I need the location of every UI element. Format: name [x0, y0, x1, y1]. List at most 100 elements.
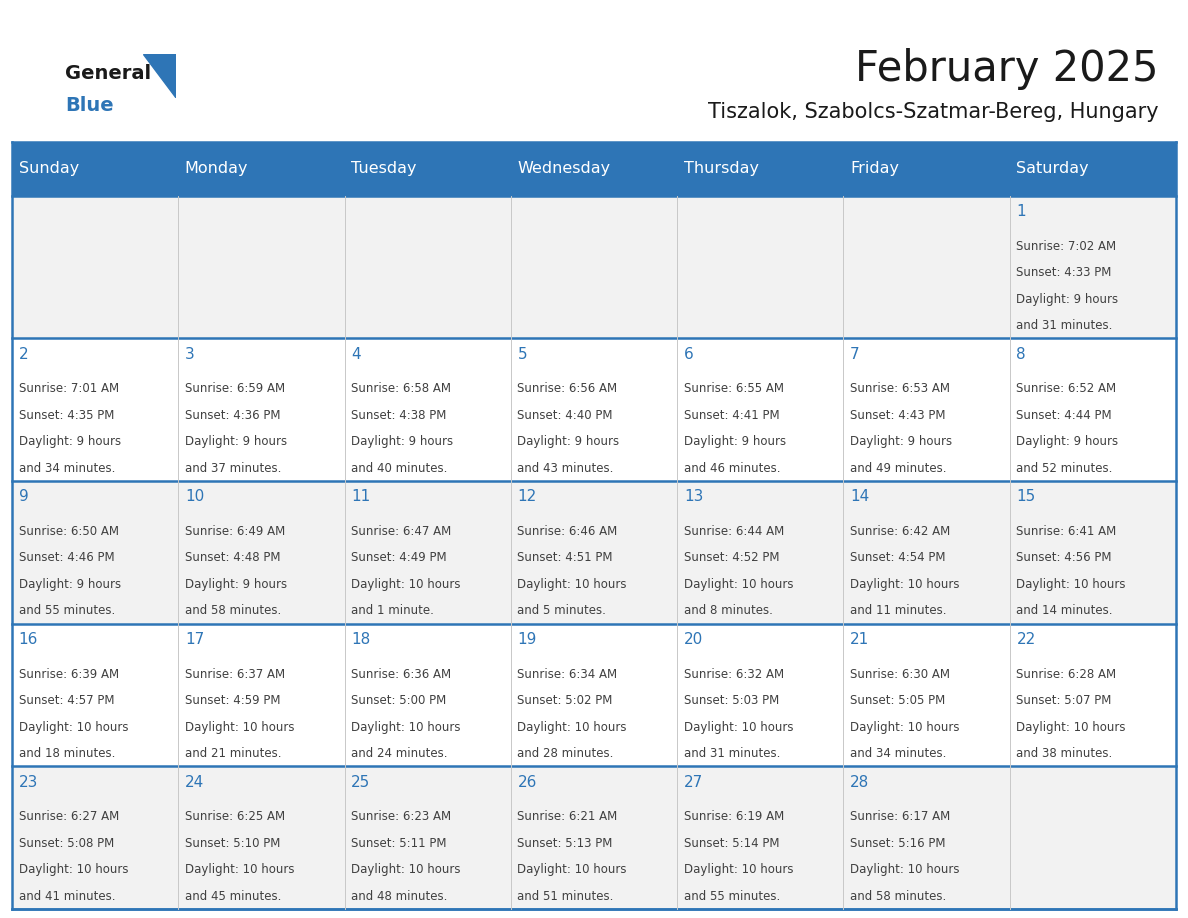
Text: and 18 minutes.: and 18 minutes. — [19, 747, 115, 760]
Text: Daylight: 10 hours: Daylight: 10 hours — [684, 863, 794, 876]
Bar — [1010, 481, 1176, 623]
Text: 17: 17 — [185, 633, 204, 647]
Bar — [677, 623, 843, 767]
Text: Tuesday: Tuesday — [352, 162, 417, 176]
Text: 18: 18 — [352, 633, 371, 647]
Text: Saturday: Saturday — [1017, 162, 1089, 176]
Text: 5: 5 — [518, 347, 527, 362]
Text: Sunset: 4:38 PM: Sunset: 4:38 PM — [352, 409, 447, 421]
Text: Daylight: 9 hours: Daylight: 9 hours — [185, 435, 287, 448]
Text: Sunrise: 6:52 AM: Sunrise: 6:52 AM — [1017, 383, 1117, 396]
Text: Sunset: 4:52 PM: Sunset: 4:52 PM — [684, 552, 779, 565]
Text: and 28 minutes.: and 28 minutes. — [518, 747, 614, 760]
Text: Sunrise: 6:25 AM: Sunrise: 6:25 AM — [185, 811, 285, 823]
Text: Sunrise: 7:02 AM: Sunrise: 7:02 AM — [1017, 240, 1117, 252]
Text: 2: 2 — [19, 347, 29, 362]
Bar — [178, 338, 345, 481]
Text: Sunset: 5:07 PM: Sunset: 5:07 PM — [1017, 694, 1112, 707]
Text: Sunset: 4:36 PM: Sunset: 4:36 PM — [185, 409, 280, 421]
Text: 28: 28 — [851, 775, 870, 789]
Bar — [345, 767, 511, 909]
Text: Sunday: Sunday — [19, 162, 78, 176]
Text: Sunset: 5:00 PM: Sunset: 5:00 PM — [352, 694, 447, 707]
Text: 20: 20 — [684, 633, 703, 647]
Text: Sunrise: 6:44 AM: Sunrise: 6:44 AM — [684, 525, 784, 538]
Text: Daylight: 9 hours: Daylight: 9 hours — [518, 435, 620, 448]
Text: Sunset: 4:44 PM: Sunset: 4:44 PM — [1017, 409, 1112, 421]
Text: Daylight: 10 hours: Daylight: 10 hours — [352, 863, 461, 876]
Text: Wednesday: Wednesday — [518, 162, 611, 176]
Text: and 34 minutes.: and 34 minutes. — [851, 747, 947, 760]
Text: Sunrise: 6:42 AM: Sunrise: 6:42 AM — [851, 525, 950, 538]
Text: and 43 minutes.: and 43 minutes. — [518, 462, 614, 475]
Text: Sunset: 4:51 PM: Sunset: 4:51 PM — [518, 552, 613, 565]
Bar — [511, 142, 677, 196]
Text: Sunrise: 6:36 AM: Sunrise: 6:36 AM — [352, 667, 451, 681]
Text: Sunrise: 6:58 AM: Sunrise: 6:58 AM — [352, 383, 451, 396]
Bar — [1010, 142, 1176, 196]
Bar — [511, 338, 677, 481]
Text: Sunrise: 6:55 AM: Sunrise: 6:55 AM — [684, 383, 784, 396]
Text: Sunset: 4:56 PM: Sunset: 4:56 PM — [1017, 552, 1112, 565]
Bar — [1010, 623, 1176, 767]
Bar — [1010, 196, 1176, 338]
Text: 6: 6 — [684, 347, 694, 362]
Text: Daylight: 10 hours: Daylight: 10 hours — [19, 863, 128, 876]
Bar — [12, 623, 178, 767]
Text: Sunrise: 6:27 AM: Sunrise: 6:27 AM — [19, 811, 119, 823]
Text: Daylight: 9 hours: Daylight: 9 hours — [352, 435, 454, 448]
Text: Sunrise: 6:59 AM: Sunrise: 6:59 AM — [185, 383, 285, 396]
Text: and 58 minutes.: and 58 minutes. — [851, 890, 947, 902]
Text: 16: 16 — [19, 633, 38, 647]
Text: and 5 minutes.: and 5 minutes. — [518, 604, 606, 617]
Text: 19: 19 — [518, 633, 537, 647]
Text: Sunrise: 6:53 AM: Sunrise: 6:53 AM — [851, 383, 950, 396]
Text: Daylight: 10 hours: Daylight: 10 hours — [185, 863, 295, 876]
Text: Sunrise: 6:34 AM: Sunrise: 6:34 AM — [518, 667, 618, 681]
Text: Friday: Friday — [851, 162, 899, 176]
Text: Sunrise: 6:46 AM: Sunrise: 6:46 AM — [518, 525, 618, 538]
Text: 4: 4 — [352, 347, 361, 362]
Text: Daylight: 9 hours: Daylight: 9 hours — [19, 435, 121, 448]
Bar — [843, 338, 1010, 481]
Bar — [345, 481, 511, 623]
Text: February 2025: February 2025 — [855, 48, 1158, 90]
Text: Monday: Monday — [185, 162, 248, 176]
Text: and 55 minutes.: and 55 minutes. — [684, 890, 781, 902]
Bar — [677, 142, 843, 196]
Text: 1: 1 — [1017, 204, 1026, 219]
Bar — [345, 142, 511, 196]
Text: Daylight: 10 hours: Daylight: 10 hours — [851, 863, 960, 876]
Text: Thursday: Thursday — [684, 162, 759, 176]
Bar — [843, 767, 1010, 909]
Text: and 52 minutes.: and 52 minutes. — [1017, 462, 1113, 475]
Text: Daylight: 10 hours: Daylight: 10 hours — [518, 863, 627, 876]
Bar — [511, 481, 677, 623]
Text: Daylight: 9 hours: Daylight: 9 hours — [1017, 293, 1119, 306]
Text: and 11 minutes.: and 11 minutes. — [851, 604, 947, 617]
Text: and 34 minutes.: and 34 minutes. — [19, 462, 115, 475]
Text: Sunrise: 6:41 AM: Sunrise: 6:41 AM — [1017, 525, 1117, 538]
Text: Sunset: 5:02 PM: Sunset: 5:02 PM — [518, 694, 613, 707]
Bar — [12, 338, 178, 481]
Text: and 48 minutes.: and 48 minutes. — [352, 890, 448, 902]
Text: Sunset: 5:16 PM: Sunset: 5:16 PM — [851, 837, 946, 850]
Text: 14: 14 — [851, 489, 870, 504]
Text: Sunrise: 6:39 AM: Sunrise: 6:39 AM — [19, 667, 119, 681]
Text: Sunrise: 6:47 AM: Sunrise: 6:47 AM — [352, 525, 451, 538]
Text: Daylight: 10 hours: Daylight: 10 hours — [1017, 577, 1126, 591]
Text: Sunrise: 6:19 AM: Sunrise: 6:19 AM — [684, 811, 784, 823]
Bar — [345, 338, 511, 481]
Bar — [178, 623, 345, 767]
Text: Sunset: 5:10 PM: Sunset: 5:10 PM — [185, 837, 280, 850]
Text: Daylight: 10 hours: Daylight: 10 hours — [185, 721, 295, 733]
Bar — [511, 196, 677, 338]
Bar — [345, 623, 511, 767]
Bar — [677, 481, 843, 623]
Text: and 41 minutes.: and 41 minutes. — [19, 890, 115, 902]
Bar — [178, 481, 345, 623]
Text: Sunset: 5:08 PM: Sunset: 5:08 PM — [19, 837, 114, 850]
Text: Sunset: 4:54 PM: Sunset: 4:54 PM — [851, 552, 946, 565]
Text: and 51 minutes.: and 51 minutes. — [518, 890, 614, 902]
Text: 3: 3 — [185, 347, 195, 362]
